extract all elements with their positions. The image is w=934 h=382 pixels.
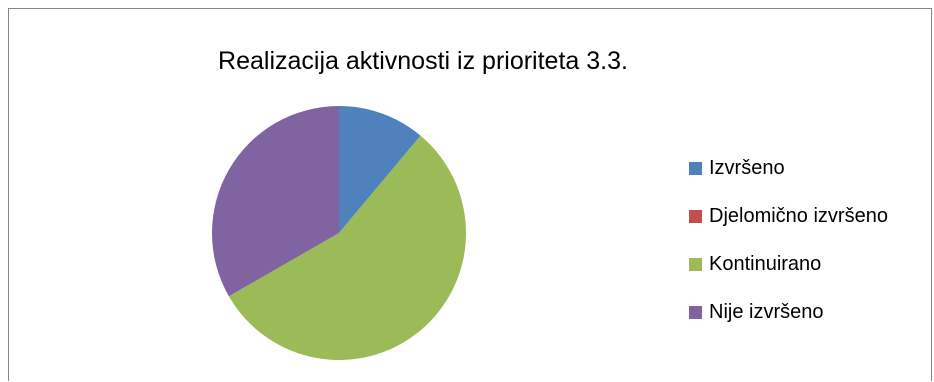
pie-slice-3 [228, 135, 466, 361]
legend-item: Izvršeno [689, 154, 785, 182]
chart-title: Realizacija aktivnosti iz prioriteta 3.3… [218, 47, 628, 75]
legend-swatch [689, 161, 702, 175]
legend-label: Izvršeno [709, 156, 785, 179]
chart-frame: Realizacija aktivnosti iz prioriteta 3.3… [8, 8, 932, 381]
legend-label: Kontinuirano [709, 252, 822, 275]
legend-item: Kontinuirano [689, 250, 821, 278]
legend-swatch [689, 209, 702, 223]
legend-swatch [689, 305, 702, 319]
legend-item: Nije izvršeno [689, 298, 823, 326]
legend-label: Nije izvršeno [709, 300, 824, 323]
legend-swatch [689, 257, 702, 271]
legend-item: Djelomično izvršeno [689, 202, 888, 230]
pie-slice-1 [339, 106, 421, 233]
legend-label: Djelomično izvršeno [709, 204, 888, 227]
pie-chart [211, 106, 466, 361]
pie-slice-4 [211, 106, 339, 297]
